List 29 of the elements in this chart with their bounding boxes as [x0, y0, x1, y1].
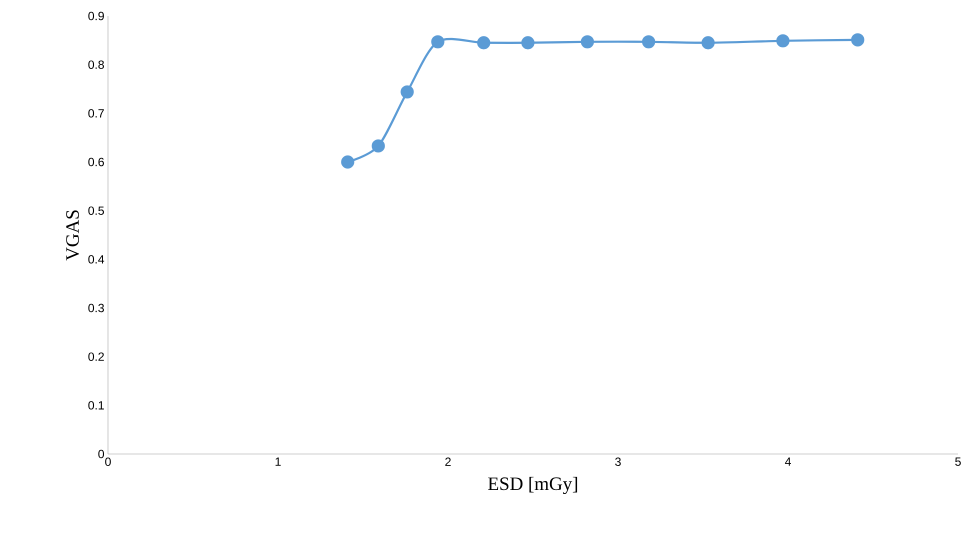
x-axis-title: ESD [mGy] [488, 476, 578, 494]
x-tick-label: 5 [955, 458, 961, 466]
x-tick-label: 0 [105, 458, 111, 466]
x-tick-label: 1 [276, 458, 281, 466]
point [776, 34, 790, 48]
y-tick-label: 0.1 [88, 401, 104, 410]
point [400, 85, 414, 99]
y-tick-label: 0.6 [88, 158, 104, 166]
y-tick-label: 0 [98, 450, 104, 458]
y-tick-label: 0.9 [88, 12, 104, 20]
point [477, 36, 490, 50]
point [341, 155, 354, 169]
y-tick-label: 0.5 [88, 206, 104, 215]
y-tick-label: 0.4 [88, 255, 104, 264]
x-tick-label: 3 [615, 458, 621, 466]
point [521, 36, 534, 50]
point [580, 35, 594, 48]
y-tick-label: 0.7 [88, 109, 104, 118]
y-tick-label: 0.8 [88, 60, 104, 69]
point [642, 35, 656, 48]
point [431, 35, 444, 48]
x-tick-label: 4 [784, 458, 791, 466]
point [702, 36, 715, 50]
point [372, 139, 385, 153]
y-tick-label: 0.2 [88, 352, 104, 361]
point [851, 33, 864, 46]
x-tick-label: 2 [445, 458, 451, 466]
y-axis-title: VGAS [66, 210, 80, 261]
y-tick-label: 0.3 [88, 304, 104, 312]
